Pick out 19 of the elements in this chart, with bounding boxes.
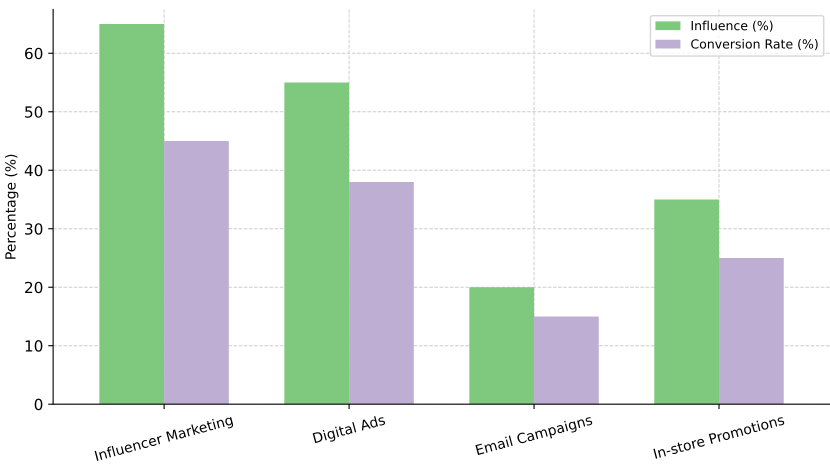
bar: [99, 24, 164, 404]
y-axis-title: Percentage (%): [4, 154, 18, 259]
y-tick-label: 0: [34, 398, 42, 410]
y-tick-label: 20: [25, 282, 42, 294]
legend-label: Conversion Rate (%): [691, 39, 818, 50]
bar: [349, 182, 414, 404]
y-tick-label: 60: [25, 48, 42, 60]
y-tick-label: 10: [26, 340, 42, 352]
bar: [719, 258, 784, 404]
bar: [654, 199, 720, 404]
bar: [469, 287, 534, 404]
y-tick-label: 30: [25, 223, 42, 235]
bar: [284, 82, 350, 404]
y-tick-label: 40: [24, 164, 42, 176]
bar: [534, 316, 599, 404]
x-tick-label: Digital Ads: [312, 414, 386, 446]
legend-label: Influence (%): [692, 20, 773, 32]
bar: [164, 141, 229, 404]
y-tick-label: 50: [25, 106, 42, 118]
